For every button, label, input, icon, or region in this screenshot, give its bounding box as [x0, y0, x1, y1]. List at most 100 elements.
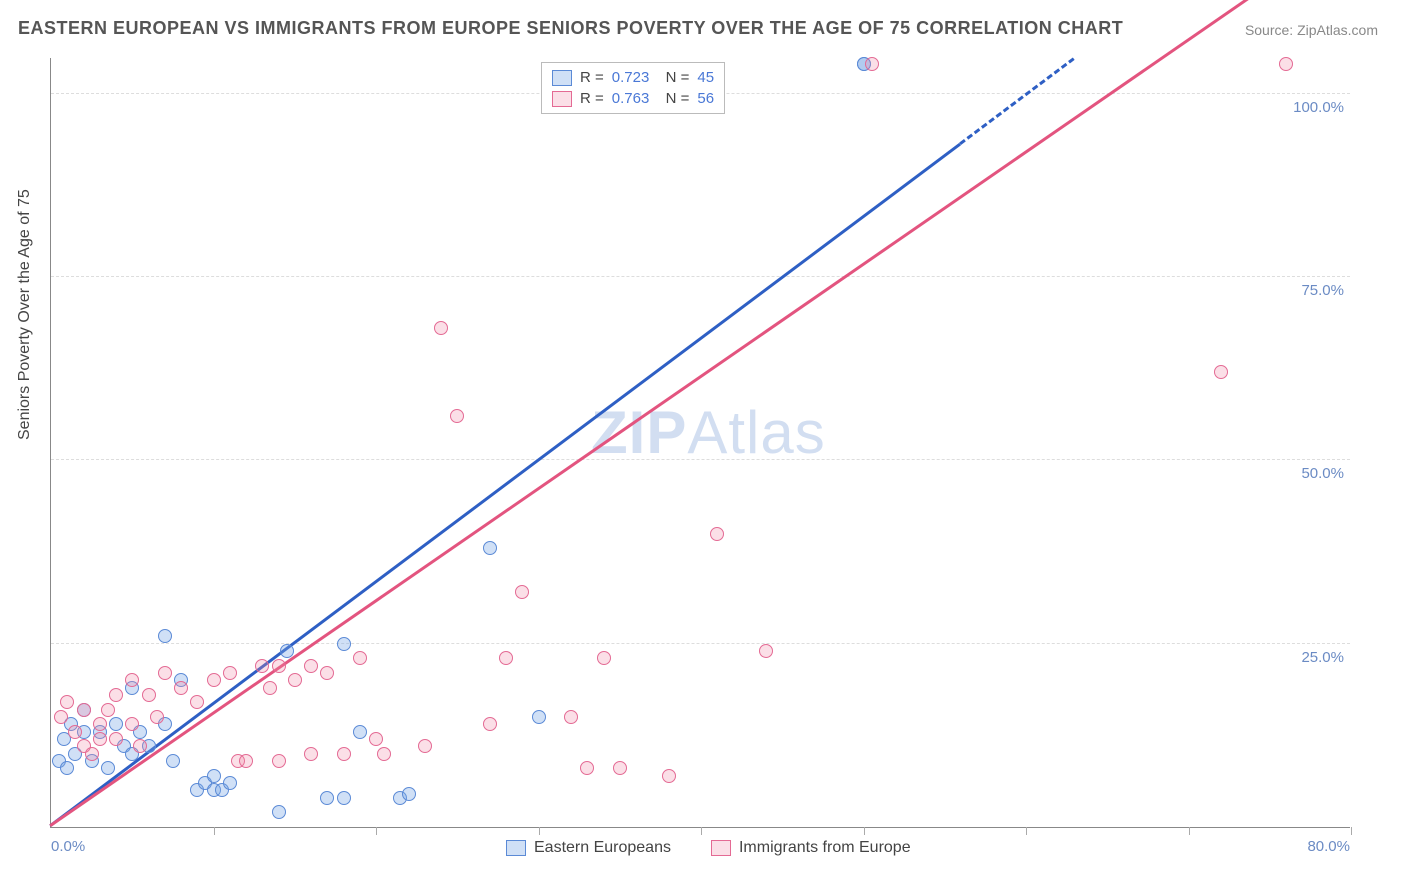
legend-r-label: R =	[580, 90, 604, 107]
x-axis-min-label: 0.0%	[51, 838, 85, 855]
regression-line	[959, 58, 1075, 146]
y-tick-label: 50.0%	[1301, 465, 1344, 482]
data-point	[353, 651, 367, 665]
legend-swatch	[552, 91, 572, 107]
data-point	[68, 725, 82, 739]
data-point	[85, 747, 99, 761]
chart-plot-area: ZIPAtlas 0.0% 80.0% 25.0%50.0%75.0%100.0…	[50, 58, 1350, 828]
data-point	[759, 644, 773, 658]
data-point	[353, 725, 367, 739]
data-point	[320, 791, 334, 805]
watermark: ZIPAtlas	[591, 398, 826, 467]
data-point	[483, 541, 497, 555]
data-point	[207, 673, 221, 687]
legend-swatch	[506, 840, 526, 856]
data-point	[369, 732, 383, 746]
data-point	[255, 659, 269, 673]
data-point	[101, 761, 115, 775]
legend-label: Immigrants from Europe	[739, 839, 911, 857]
data-point	[109, 732, 123, 746]
data-point	[337, 791, 351, 805]
data-point	[272, 805, 286, 819]
gridline	[51, 276, 1350, 277]
data-point	[125, 673, 139, 687]
correlation-legend: R = 0.723 N = 45R = 0.763 N = 56	[541, 62, 725, 114]
x-tick	[864, 827, 865, 835]
data-point	[166, 754, 180, 768]
data-point	[532, 710, 546, 724]
data-point	[499, 651, 513, 665]
data-point	[158, 629, 172, 643]
data-point	[280, 644, 294, 658]
data-point	[272, 659, 286, 673]
data-point	[223, 776, 237, 790]
legend-n-value: 45	[697, 69, 714, 86]
data-point	[133, 739, 147, 753]
x-tick	[1351, 827, 1352, 835]
x-tick	[214, 827, 215, 835]
data-point	[320, 666, 334, 680]
data-point	[142, 688, 156, 702]
data-point	[101, 703, 115, 717]
x-tick	[701, 827, 702, 835]
gridline	[51, 459, 1350, 460]
data-point	[304, 659, 318, 673]
data-point	[60, 761, 74, 775]
legend-row: R = 0.763 N = 56	[552, 88, 714, 109]
data-point	[150, 710, 164, 724]
data-point	[418, 739, 432, 753]
chart-title: EASTERN EUROPEAN VS IMMIGRANTS FROM EURO…	[18, 18, 1123, 39]
data-point	[272, 754, 286, 768]
series-legend: Eastern Europeans Immigrants from Europe	[506, 839, 911, 857]
data-point	[190, 695, 204, 709]
regression-line	[49, 143, 961, 827]
data-point	[613, 761, 627, 775]
gridline	[51, 643, 1350, 644]
data-point	[710, 527, 724, 541]
source-label: Source: ZipAtlas.com	[1245, 22, 1378, 38]
legend-item: Eastern Europeans	[506, 839, 671, 857]
data-point	[337, 637, 351, 651]
data-point	[174, 681, 188, 695]
data-point	[1214, 365, 1228, 379]
data-point	[434, 321, 448, 335]
data-point	[263, 681, 277, 695]
data-point	[580, 761, 594, 775]
x-tick	[1189, 827, 1190, 835]
legend-n-label: N =	[657, 69, 689, 86]
legend-swatch	[711, 840, 731, 856]
legend-label: Eastern Europeans	[534, 839, 671, 857]
legend-r-label: R =	[580, 69, 604, 86]
data-point	[77, 703, 91, 717]
x-tick	[1026, 827, 1027, 835]
y-axis-title: Seniors Poverty Over the Age of 75	[16, 189, 34, 440]
data-point	[207, 769, 221, 783]
y-tick-label: 75.0%	[1301, 282, 1344, 299]
y-tick-label: 25.0%	[1301, 649, 1344, 666]
data-point	[564, 710, 578, 724]
data-point	[223, 666, 237, 680]
data-point	[1279, 57, 1293, 71]
data-point	[109, 717, 123, 731]
data-point	[402, 787, 416, 801]
data-point	[109, 688, 123, 702]
data-point	[60, 695, 74, 709]
data-point	[865, 57, 879, 71]
legend-item: Immigrants from Europe	[711, 839, 911, 857]
data-point	[483, 717, 497, 731]
legend-swatch	[552, 70, 572, 86]
legend-row: R = 0.723 N = 45	[552, 67, 714, 88]
data-point	[54, 710, 68, 724]
data-point	[288, 673, 302, 687]
data-point	[450, 409, 464, 423]
data-point	[337, 747, 351, 761]
legend-n-label: N =	[657, 90, 689, 107]
data-point	[304, 747, 318, 761]
data-point	[662, 769, 676, 783]
data-point	[93, 732, 107, 746]
x-tick	[539, 827, 540, 835]
legend-r-value: 0.723	[612, 69, 650, 86]
data-point	[377, 747, 391, 761]
x-axis-max-label: 80.0%	[1307, 838, 1350, 855]
data-point	[93, 717, 107, 731]
